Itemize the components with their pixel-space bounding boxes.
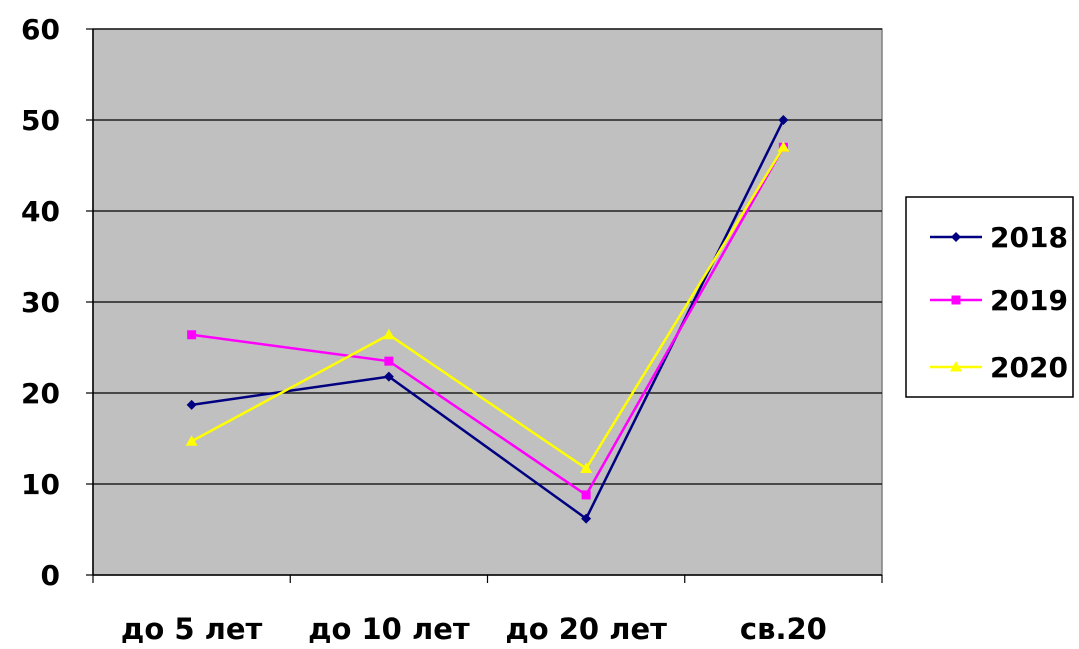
y-tick-label: 40: [21, 195, 60, 228]
data-point: [382, 328, 395, 340]
y-tick-label: 10: [21, 468, 60, 501]
data-point: [383, 371, 394, 382]
series-layer: [185, 115, 790, 524]
x-tick-label: св.20: [740, 612, 827, 646]
series-line: [191, 146, 785, 497]
legend-items: 2018 2019 2020: [930, 221, 1068, 384]
legend-marker: [951, 232, 961, 242]
legend-box: [905, 196, 1074, 398]
y-tick-label: 20: [21, 377, 60, 410]
data-point: [187, 330, 197, 340]
legend-marker: [950, 361, 962, 372]
series-2020: [185, 141, 790, 474]
legend-item: 2019: [930, 284, 1068, 317]
x-tick-label: до 20 лет: [505, 612, 667, 646]
legend: 2018 2019 2020: [905, 196, 1074, 398]
data-point: [778, 115, 789, 125]
legend-label: 2019: [990, 284, 1068, 317]
gridlines: [93, 28, 882, 485]
data-point: [186, 399, 197, 410]
data-point: [581, 513, 592, 524]
y-tick-label: 0: [41, 559, 60, 592]
data-point: [580, 462, 593, 474]
x-axis-ticks: до 5 лет до 10 лет до 20 лет св.20: [92, 575, 883, 646]
data-point: [581, 490, 591, 500]
y-tick-label: 50: [21, 104, 60, 137]
x-tick-label: до 5 лет: [121, 612, 263, 646]
y-tick-label: 60: [21, 13, 60, 46]
data-point: [185, 435, 198, 446]
data-point: [777, 141, 790, 152]
data-point: [384, 356, 394, 366]
series-line: [191, 146, 785, 471]
legend-label: 2020: [990, 351, 1068, 384]
legend-marker: [951, 295, 961, 305]
legend-item: 2018: [930, 221, 1068, 254]
y-axis-ticks: 0 10 20 30 40 50 60: [21, 13, 93, 592]
x-tick-label: до 10 лет: [308, 612, 470, 646]
legend-item: 2020: [930, 351, 1068, 384]
y-tick-label: 30: [21, 286, 60, 319]
legend-label: 2018: [990, 221, 1068, 254]
